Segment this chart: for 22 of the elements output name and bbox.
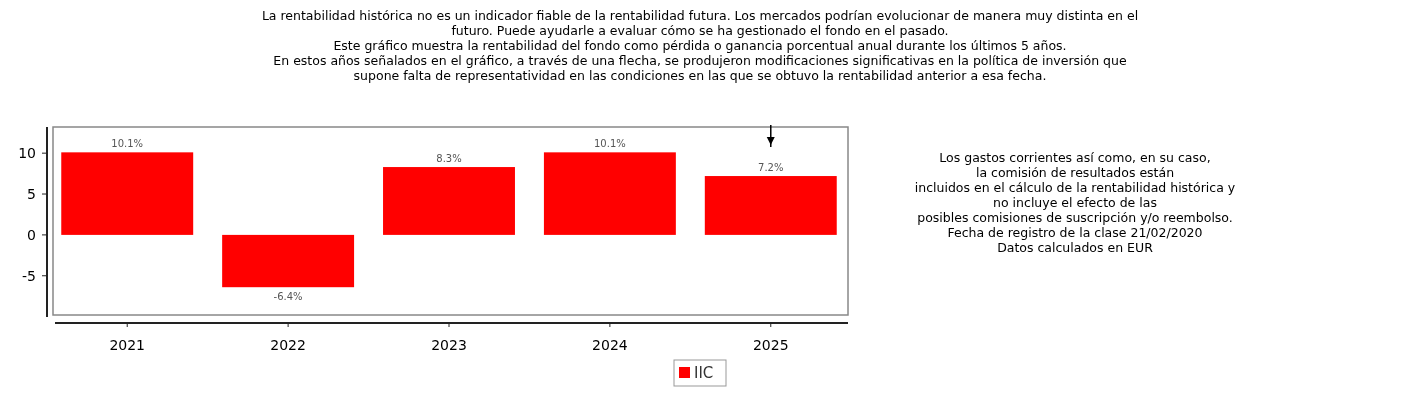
chart-title: La rentabilidad histórica no es un indicador fiable de la rentabilidad futura. Los mercados podrían evolucionar de manera muy distinta en el futuro. Puede ayudarle a evaluar cómo se ha gestionado el fondo en el pasado. Este gráfico muestra la rentabilidad del fondo como pérdida o ganancia porcentual anual durante los últimos 5 años. En estos años señalados en el gráfico, a través de una flecha, se produjeron modificaciones significativas en la política de inversión que supone falta de representatividad en las condiciones en las que se obtuvo la rentabilidad anterior a esa fecha. — [261, 8, 1139, 83]
y-tick-label: 10 — [18, 145, 36, 162]
y-tick-label: 5 — [27, 186, 36, 203]
data-label: 10.1% — [594, 138, 626, 150]
x-tick-label: 2022 — [270, 337, 306, 353]
text: Los gastos corrientes así como, en su caso, la comisión de resultados están incluidos en el cálculo de la rentabilidad histórica y no incluye el efecto de las posibles comisiones de suscripción y/o reembolso. Fecha de registro de la clase 21/02/2020 Datos calculados en EUR — [914, 150, 1236, 255]
data-label: 8.3% — [436, 153, 462, 165]
x-tick-label: 2025 — [752, 337, 789, 353]
y-tick-label: -5 — [22, 267, 36, 284]
bar — [704, 176, 837, 235]
bar — [222, 234, 355, 288]
x-tick-label: 2021 — [109, 337, 146, 353]
legend-label: IIC — [694, 364, 714, 382]
data-label: 10.1% — [111, 138, 144, 150]
data-label: 7.2% — [758, 162, 784, 174]
bar — [61, 152, 194, 235]
bar — [543, 152, 676, 235]
data-label: -6.4% — [273, 291, 303, 303]
x-tick-label: 2024 — [592, 337, 628, 353]
bar — [383, 167, 515, 235]
y-tick-label: 0 — [27, 226, 36, 243]
x-tick-label: 2023 — [431, 337, 467, 353]
